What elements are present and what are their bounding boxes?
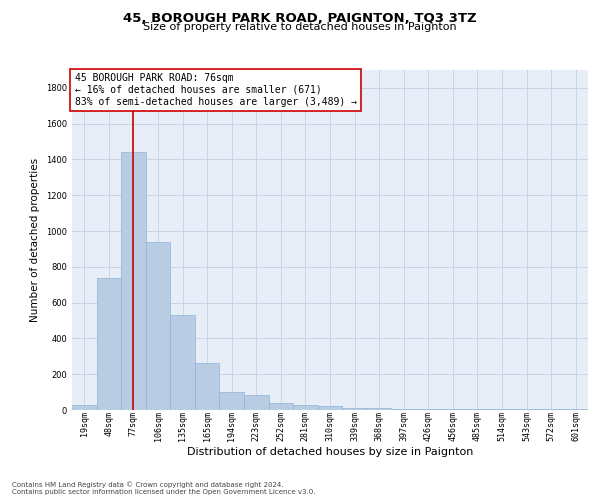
X-axis label: Distribution of detached houses by size in Paignton: Distribution of detached houses by size … xyxy=(187,447,473,457)
Bar xyxy=(269,403,293,410)
Bar xyxy=(146,242,170,410)
Bar xyxy=(514,409,539,410)
Bar xyxy=(490,409,514,410)
Bar xyxy=(391,409,416,410)
Bar xyxy=(563,409,588,410)
Text: Contains public sector information licensed under the Open Government Licence v3: Contains public sector information licen… xyxy=(12,489,316,495)
Text: 45 BOROUGH PARK ROAD: 76sqm
← 16% of detached houses are smaller (671)
83% of se: 45 BOROUGH PARK ROAD: 76sqm ← 16% of det… xyxy=(74,74,356,106)
Bar xyxy=(72,404,97,410)
Y-axis label: Number of detached properties: Number of detached properties xyxy=(31,158,40,322)
Bar xyxy=(195,362,220,410)
Bar xyxy=(367,408,391,410)
Bar xyxy=(465,409,490,410)
Bar xyxy=(318,406,342,410)
Bar xyxy=(97,278,121,410)
Bar xyxy=(342,408,367,410)
Bar xyxy=(539,409,563,410)
Bar xyxy=(293,404,318,410)
Text: 45, BOROUGH PARK ROAD, PAIGNTON, TQ3 3TZ: 45, BOROUGH PARK ROAD, PAIGNTON, TQ3 3TZ xyxy=(123,12,477,26)
Text: Contains HM Land Registry data © Crown copyright and database right 2024.: Contains HM Land Registry data © Crown c… xyxy=(12,481,284,488)
Bar xyxy=(220,392,244,410)
Bar xyxy=(170,315,195,410)
Bar xyxy=(244,395,269,410)
Bar xyxy=(121,152,146,410)
Bar xyxy=(440,409,465,410)
Bar xyxy=(416,409,440,410)
Text: Size of property relative to detached houses in Paignton: Size of property relative to detached ho… xyxy=(143,22,457,32)
